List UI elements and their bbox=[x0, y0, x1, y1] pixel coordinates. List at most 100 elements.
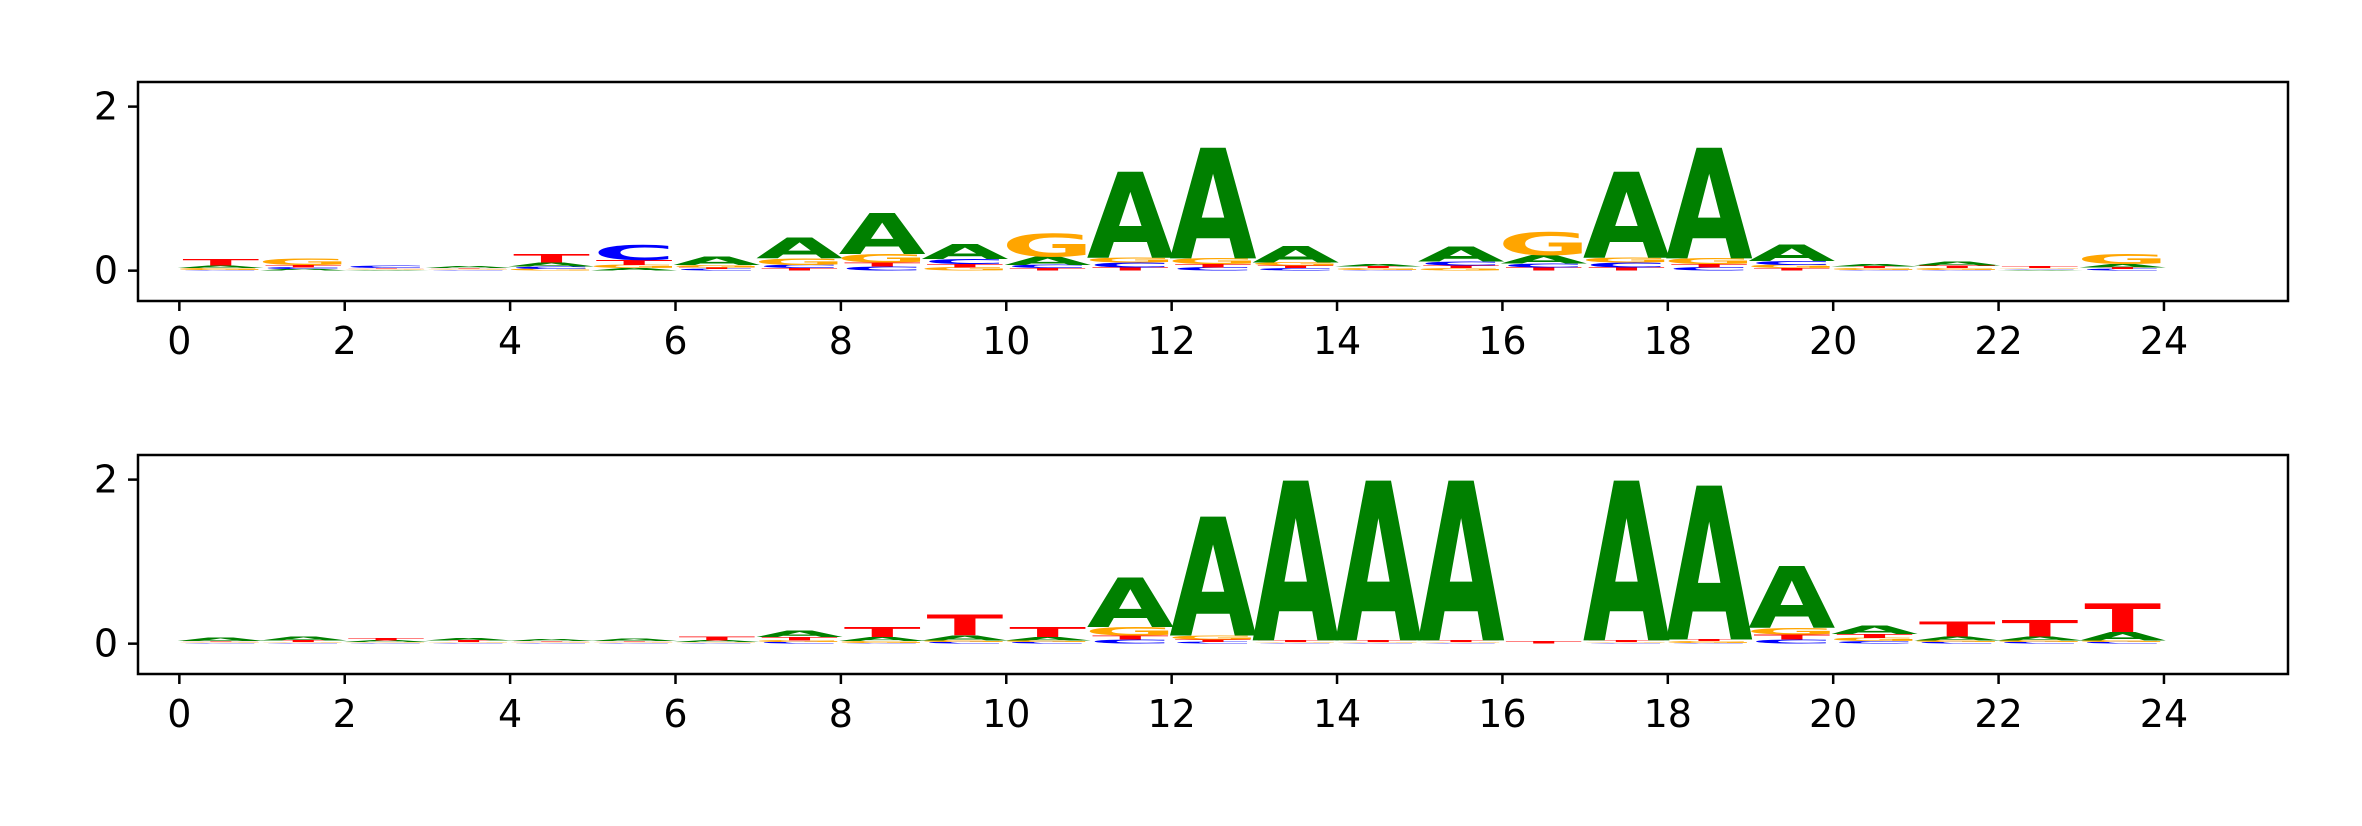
logo-letter-G-pos-10: G bbox=[1001, 228, 1093, 265]
logo-letter-C-pos-4: C bbox=[510, 643, 593, 644]
logo-letter-C-pos-7: C bbox=[758, 264, 841, 269]
x-tick-label: 0 bbox=[167, 692, 191, 736]
logo-letter-A-pos-17: A bbox=[1583, 438, 1670, 693]
logo-letter-C-pos-8: C bbox=[841, 643, 924, 644]
x-tick-label: 24 bbox=[2140, 319, 2188, 363]
logo-letter-T-pos-12: T bbox=[1175, 263, 1252, 268]
logo-letter-C-pos-18: C bbox=[1668, 266, 1751, 271]
logo-letter-G-pos-13: G bbox=[1250, 262, 1342, 267]
logo-letter-G-pos-15: G bbox=[1415, 268, 1507, 272]
logo-letter-G-pos-20: G bbox=[1828, 268, 1920, 271]
logo-letter-G-pos-14: G bbox=[1332, 642, 1424, 643]
logo-letter-G-pos-3: G bbox=[423, 269, 515, 270]
logo-letter-A-pos-6: A bbox=[673, 640, 761, 643]
logo-letter-G-pos-16: G bbox=[1498, 226, 1590, 263]
logo-letter-G-pos-18: G bbox=[1663, 257, 1755, 266]
y-tick-label: 2 bbox=[94, 458, 118, 502]
logo-letter-T-pos-6: T bbox=[678, 267, 755, 270]
logo-letter-G-pos-4: G bbox=[505, 642, 597, 643]
logo-letter-G-pos-17: G bbox=[1580, 256, 1672, 264]
logo-letter-C-pos-6: C bbox=[676, 643, 759, 644]
logo-letter-T-pos-19: T bbox=[1753, 268, 1830, 272]
logo-letter-T-pos-14: T bbox=[1340, 640, 1417, 643]
logo-letter-A-pos-23: A bbox=[2079, 263, 2167, 268]
x-tick-label: 14 bbox=[1313, 319, 1361, 363]
axes-frame bbox=[136, 80, 2290, 303]
x-tick-label: 6 bbox=[663, 319, 687, 363]
logo-letter-G-pos-0: G bbox=[174, 268, 266, 271]
logo-letters: CGTACGTACGATCGTACGTACGTACGATCGTACGATCGAT… bbox=[175, 438, 2169, 693]
x-tick-label: 12 bbox=[1147, 692, 1195, 736]
logo-letter-T-pos-12: T bbox=[1175, 639, 1252, 643]
logo-letter-C-pos-22: C bbox=[1999, 642, 2082, 645]
logo-letter-C-pos-3: C bbox=[427, 270, 510, 271]
logo-letter-C-pos-5: C bbox=[593, 241, 676, 265]
logo-letter-G-pos-17: G bbox=[1580, 642, 1672, 643]
logo-letter-A-pos-9: A bbox=[921, 241, 1009, 265]
logo-letter-G-pos-2: G bbox=[340, 642, 432, 643]
logo-letter-C-pos-5: C bbox=[593, 643, 676, 644]
logo-letter-A-pos-10: A bbox=[1004, 255, 1091, 268]
logo-panel-bottom: CGTACGTACGATCGTACGTACGTACGATCGTACGATCGAT… bbox=[94, 438, 2290, 736]
logo-letter-A-pos-14: A bbox=[1335, 263, 1423, 267]
logo-letter-G-pos-1: G bbox=[257, 257, 349, 267]
logo-letter-T-pos-7: T bbox=[761, 636, 838, 641]
logo-letter-A-pos-7: A bbox=[756, 629, 843, 639]
logo-letter-A-pos-19: A bbox=[1748, 551, 1835, 648]
logo-letter-T-pos-14: T bbox=[1340, 266, 1417, 269]
x-tick-label: 10 bbox=[982, 692, 1030, 736]
logo-letter-G-pos-14: G bbox=[1332, 268, 1424, 271]
logo-letter-A-pos-0: A bbox=[177, 637, 265, 642]
logo-letter-C-pos-23: C bbox=[2081, 642, 2164, 645]
logo-letter-T-pos-23: T bbox=[2084, 596, 2161, 642]
logo-letter-T-pos-10: T bbox=[1009, 268, 1086, 272]
logo-letter-G-pos-1: G bbox=[257, 642, 349, 643]
logo-letter-G-pos-0: G bbox=[175, 642, 267, 643]
logo-letter-T-pos-4: T bbox=[513, 641, 590, 642]
logo-letters: CGATACTGAGTCCGTAGCATAGTCCTGATCGACTGAGTCA… bbox=[174, 119, 2168, 295]
x-tick-label: 2 bbox=[333, 319, 357, 363]
logo-letter-A-pos-12: A bbox=[1169, 119, 1256, 295]
x-tick-label: 16 bbox=[1478, 319, 1526, 363]
logo-letter-G-pos-2: G bbox=[340, 269, 432, 270]
logo-letter-A-pos-0: A bbox=[177, 265, 265, 269]
logo-letter-T-pos-0: T bbox=[182, 641, 259, 642]
logo-letter-G-pos-11: G bbox=[1084, 625, 1176, 638]
logo-letter-T-pos-16: T bbox=[1505, 266, 1582, 271]
logo-letter-G-pos-7: G bbox=[753, 257, 845, 267]
logo-panel-top: CGATACTGAGTCCGTAGCATAGTCCTGATCGACTGAGTCA… bbox=[94, 80, 2290, 363]
logo-letter-A-pos-2: A bbox=[343, 640, 431, 643]
logo-letter-G-pos-13: G bbox=[1250, 642, 1342, 643]
logo-letter-C-pos-20: C bbox=[1833, 641, 1916, 645]
logo-letter-A-pos-11: A bbox=[1087, 565, 1174, 643]
logo-letter-T-pos-10: T bbox=[1009, 625, 1086, 641]
logo-letter-T-pos-9: T bbox=[927, 263, 1004, 268]
logo-letter-T-pos-5: T bbox=[596, 641, 673, 642]
logo-letter-A-pos-10: A bbox=[1004, 636, 1092, 641]
logo-letter-G-pos-8: G bbox=[836, 641, 928, 644]
logo-letter-C-pos-19: C bbox=[1751, 638, 1834, 645]
logo-letter-G-pos-9: G bbox=[919, 266, 1011, 271]
logo-letter-C-pos-13: C bbox=[1254, 643, 1337, 644]
logo-letter-C-pos-15: C bbox=[1420, 643, 1503, 644]
logo-letter-A-pos-19: A bbox=[1748, 240, 1835, 266]
logo-letter-G-pos-15: G bbox=[1415, 642, 1507, 643]
logo-letter-A-pos-13: A bbox=[1252, 242, 1339, 268]
logo-letter-C-pos-13: C bbox=[1254, 268, 1337, 272]
axes-frame bbox=[136, 453, 2290, 676]
logo-letter-G-pos-23: G bbox=[2076, 640, 2168, 643]
logo-letter-T-pos-8: T bbox=[844, 625, 921, 641]
y-tick-label: 0 bbox=[94, 622, 118, 666]
logo-letter-A-pos-1: A bbox=[260, 635, 348, 642]
logo-letter-G-pos-4: G bbox=[505, 269, 597, 272]
x-tick-label: 8 bbox=[829, 319, 853, 363]
y-tick-label: 2 bbox=[94, 85, 118, 129]
logo-letter-C-pos-17: C bbox=[1585, 643, 1668, 644]
logo-letter-C-pos-21: C bbox=[1916, 270, 1999, 271]
logo-letter-A-pos-3: A bbox=[425, 637, 513, 641]
logo-letter-G-pos-12: G bbox=[1167, 634, 1259, 641]
logo-letter-T-pos-15: T bbox=[1423, 265, 1500, 269]
logo-letter-T-pos-11: T bbox=[1092, 634, 1169, 641]
logo-letter-A-pos-20: A bbox=[1831, 263, 1919, 267]
